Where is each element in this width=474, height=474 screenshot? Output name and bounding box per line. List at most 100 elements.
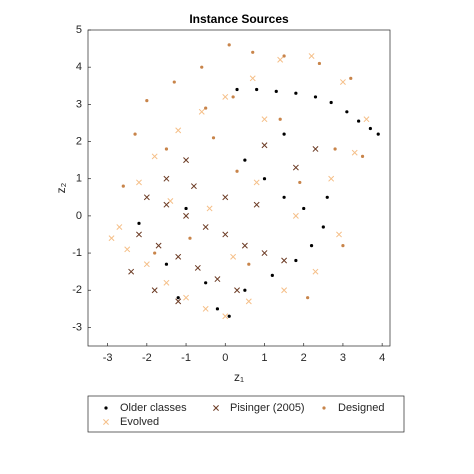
y-tick-label: 2 — [76, 135, 82, 147]
marker-x — [202, 305, 209, 312]
marker-x — [214, 276, 221, 283]
marker-x — [190, 183, 197, 190]
marker-x — [202, 224, 209, 230]
marker-x — [308, 53, 315, 59]
x-tick-label: 1 — [261, 352, 267, 364]
x-tick-label: -1 — [181, 352, 191, 364]
marker-dot — [104, 406, 108, 410]
marker-x — [136, 231, 142, 238]
marker-dot — [204, 106, 208, 110]
marker-x — [363, 116, 370, 123]
marker-dot — [235, 169, 239, 173]
marker-dot — [317, 61, 322, 66]
x-axis-label: z₁ — [234, 370, 244, 384]
x-tick-label: -3 — [103, 352, 113, 364]
y-axis-label: z₂ — [54, 182, 68, 193]
marker-x — [175, 298, 182, 305]
legend-label: Pisinger (2005) — [230, 402, 305, 414]
marker-x — [151, 153, 158, 160]
marker-x — [143, 194, 150, 201]
marker-x — [103, 419, 109, 425]
marker-x — [261, 142, 268, 149]
marker-dot — [313, 95, 318, 99]
marker-x — [183, 157, 190, 164]
marker-dot — [200, 65, 204, 69]
marker-dot — [243, 288, 247, 292]
y-tick-label: -1 — [72, 247, 82, 259]
marker-dot — [145, 99, 149, 103]
marker-dot — [368, 126, 372, 131]
marker-dot — [325, 195, 329, 199]
marker-dot — [322, 406, 326, 410]
marker-x — [351, 149, 358, 156]
marker-dot — [349, 76, 353, 80]
marker-x — [222, 231, 229, 238]
marker-x — [253, 201, 260, 208]
marker-x — [277, 56, 284, 63]
marker-x — [253, 179, 260, 186]
marker-x — [222, 194, 229, 201]
axes: -3 -2 -1 0 1 2 3 4 -3 -2 -1 0 1 2 3 4 5 — [72, 24, 385, 364]
y-tick-label: 5 — [76, 24, 82, 36]
marker-dot — [357, 119, 361, 123]
y-tick-label: -2 — [72, 284, 82, 296]
marker-x — [336, 231, 342, 238]
marker-dot — [376, 132, 380, 136]
marker-dot — [184, 206, 188, 211]
marker-dot — [282, 54, 286, 58]
marker-x — [124, 246, 131, 253]
marker-x — [281, 257, 288, 264]
marker-dot — [302, 206, 306, 211]
marker-x — [234, 287, 240, 294]
marker-dot — [227, 314, 231, 318]
y-tick-label: 3 — [76, 98, 82, 110]
marker-x — [206, 205, 213, 212]
marker-x — [136, 179, 142, 186]
marker-x — [230, 253, 237, 260]
marker-dot — [333, 147, 337, 151]
marker-x — [183, 294, 190, 301]
marker-x — [175, 127, 182, 134]
marker-dot — [306, 296, 310, 300]
marker-dot — [255, 87, 259, 92]
marker-x — [108, 235, 115, 242]
marker-dot — [243, 158, 247, 162]
marker-dot — [262, 177, 267, 181]
marker-x — [128, 268, 135, 275]
marker-x — [249, 75, 256, 82]
marker-dot — [294, 258, 298, 263]
legend-label: Designed — [338, 402, 384, 414]
marker-dot — [294, 91, 298, 95]
marker-dot — [341, 244, 345, 248]
marker-dot — [235, 87, 239, 92]
marker-dot — [321, 225, 325, 229]
marker-x — [241, 242, 248, 249]
marker-dot — [172, 80, 176, 84]
marker-dot — [176, 296, 180, 300]
marker-x — [312, 146, 319, 152]
marker-dot — [282, 132, 286, 136]
marker-dot — [270, 273, 274, 277]
marker-dot — [211, 136, 216, 140]
marker-dot — [360, 154, 365, 158]
marker-x — [261, 250, 268, 257]
marker-dot — [274, 89, 278, 93]
x-tick-label: 0 — [222, 352, 228, 364]
marker-x — [151, 287, 158, 294]
marker-dot — [251, 50, 255, 54]
marker-dot — [215, 307, 220, 311]
x-tick-label: 4 — [379, 352, 385, 364]
marker-x — [281, 287, 288, 294]
x-tick-label: 2 — [301, 352, 307, 364]
marker-dot — [227, 43, 231, 47]
marker-x — [183, 212, 190, 219]
marker-dot — [188, 236, 192, 240]
marker-dot — [231, 95, 235, 99]
marker-x — [198, 108, 205, 115]
marker-x — [292, 164, 299, 171]
marker-x — [143, 261, 150, 268]
legend-label: Older classes — [120, 402, 187, 414]
marker-dot — [309, 244, 314, 248]
marker-dot — [121, 184, 125, 188]
